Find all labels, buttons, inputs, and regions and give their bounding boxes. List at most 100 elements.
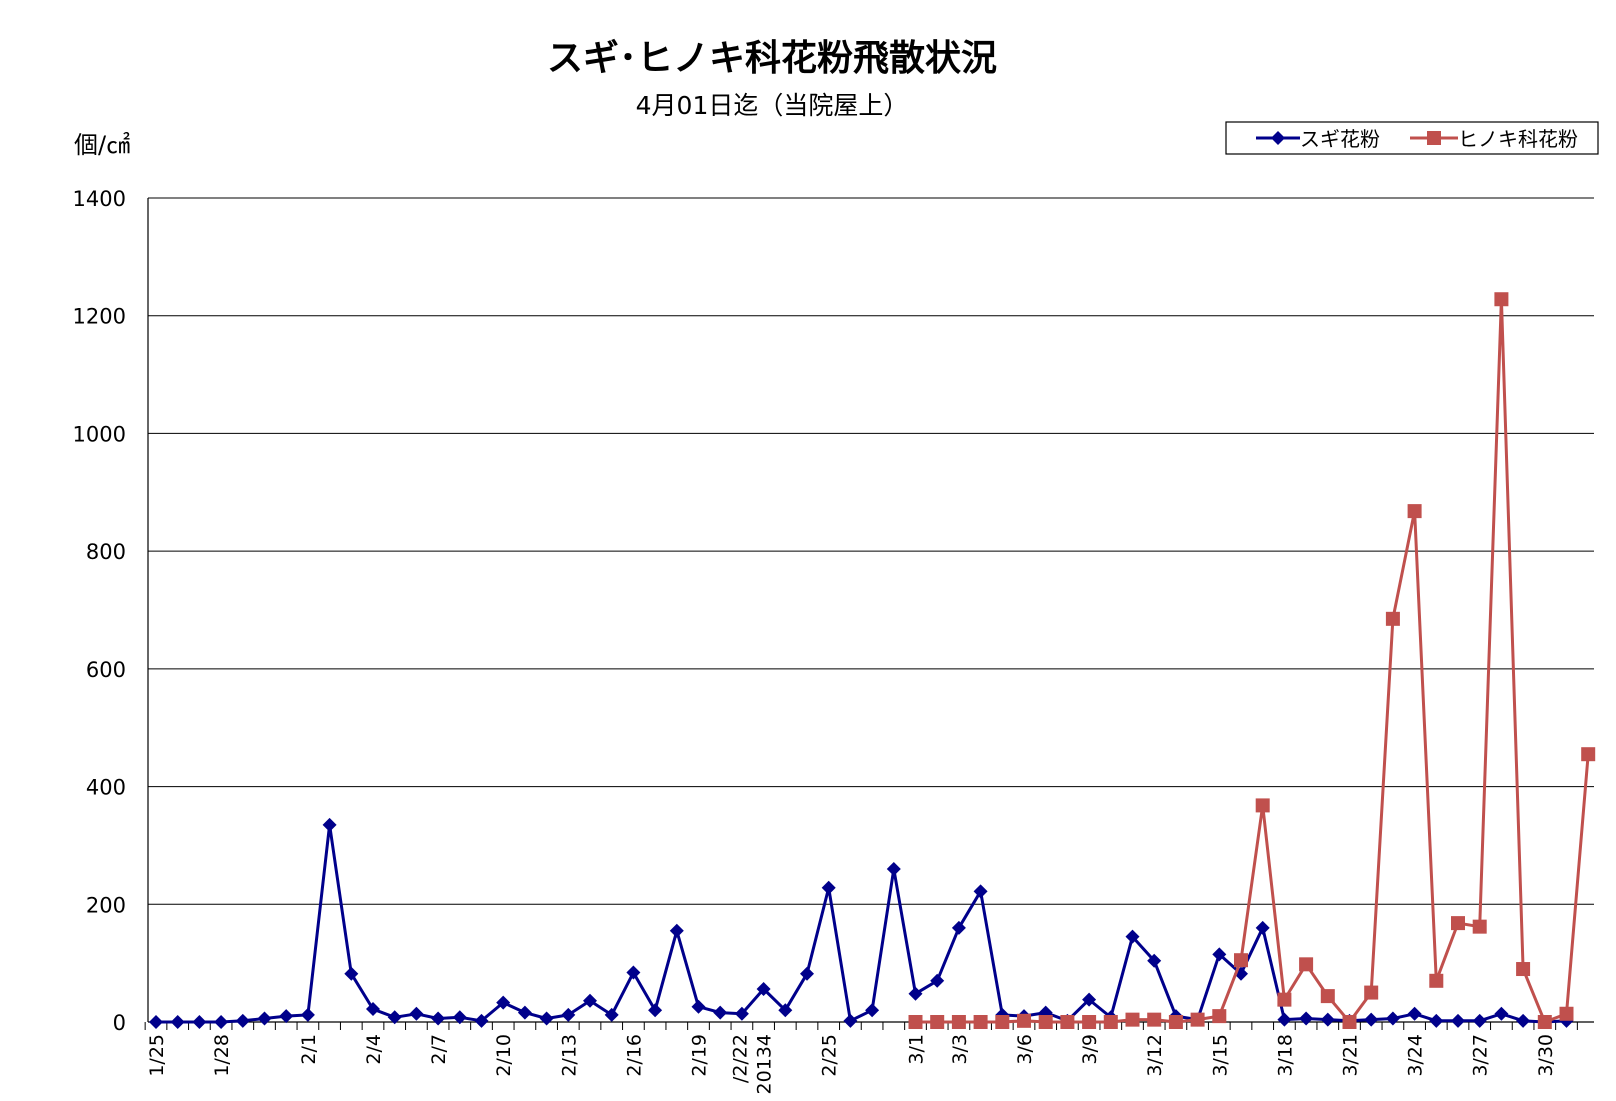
data-point-square <box>1082 1015 1097 1029</box>
data-point-diamond <box>626 965 641 980</box>
data-point-diamond <box>1407 1006 1422 1021</box>
data-point-diamond <box>604 1007 619 1022</box>
data-point-diamond <box>908 986 923 1001</box>
data-point-square <box>1234 953 1248 968</box>
x-tick-labels: 1/25 1/28 2/1 2/4 2/7 2/10 2/13 2/16 2/19 20134/2… <box>146 1034 1557 1094</box>
data-point-diamond <box>192 1015 207 1029</box>
data-point-diamond <box>1320 1012 1335 1027</box>
legend-label-sugi: スギ花粉 <box>1300 127 1380 151</box>
data-point-diamond <box>669 923 684 938</box>
data-point-diamond <box>474 1013 489 1028</box>
y-tick-label: 1400 <box>73 187 126 211</box>
x-tick-label: 3/30 <box>1535 1034 1557 1077</box>
series-hinoki <box>908 292 1596 1029</box>
x-tick-label: 2/10 <box>493 1034 515 1077</box>
data-point-diamond <box>1494 1006 1509 1021</box>
data-point-diamond <box>583 993 597 1008</box>
data-point-square <box>1190 1012 1205 1027</box>
data-point-diamond <box>821 880 836 895</box>
data-point-diamond <box>1082 992 1097 1007</box>
x-tick-label: 2/25 <box>819 1034 841 1077</box>
data-point-diamond <box>778 1003 793 1018</box>
data-point-square <box>1060 1015 1075 1029</box>
data-point-square <box>1537 1015 1552 1029</box>
data-point-diamond <box>865 1003 880 1018</box>
data-point-diamond <box>1212 947 1227 962</box>
data-point-square <box>1451 916 1465 931</box>
data-point-square <box>1168 1015 1183 1029</box>
data-point-square <box>1277 992 1292 1007</box>
series-line <box>915 297 1590 1024</box>
y-tick-label: 1200 <box>73 305 126 329</box>
data-point-diamond <box>322 817 337 832</box>
data-point-diamond <box>1147 953 1162 968</box>
data-point-diamond <box>149 1015 163 1029</box>
x-tick-label: 3/21 <box>1340 1034 1362 1077</box>
data-point-diamond <box>1364 1012 1379 1027</box>
series-line <box>156 823 1567 1024</box>
x-tick-label: 3/24 <box>1405 1034 1427 1077</box>
y-axis-unit-label: 個/㎠ <box>74 131 130 159</box>
data-point-diamond <box>734 1006 749 1021</box>
x-tick-label: 3/18 <box>1274 1034 1296 1077</box>
data-point-diamond <box>1451 1013 1465 1028</box>
data-point-diamond <box>930 973 945 988</box>
data-point-square <box>1581 747 1596 762</box>
data-point-diamond <box>300 1007 315 1022</box>
data-point-diamond <box>1472 1013 1487 1028</box>
data-point-square <box>995 1015 1010 1029</box>
x-tick-label: 1/28 <box>211 1034 233 1077</box>
y-tick-label: 200 <box>86 893 126 917</box>
data-point-diamond <box>843 1013 858 1028</box>
x-tick-label: 2/7 <box>428 1034 450 1065</box>
data-point-diamond <box>691 999 706 1014</box>
data-point-square <box>1385 611 1400 626</box>
x-tick-label: 3/3 <box>949 1034 971 1065</box>
data-point-square <box>1017 1013 1031 1028</box>
y-tick-label: 0 <box>113 1011 126 1035</box>
data-point-diamond <box>561 1007 576 1022</box>
x-tick-label: 2/1 <box>298 1034 320 1065</box>
chart-title: スギ･ヒノキ科花粉飛散状況 <box>547 38 997 79</box>
series-layer <box>149 292 1596 1029</box>
data-point-square <box>1364 985 1379 1000</box>
data-point-diamond <box>431 1011 446 1026</box>
data-point-diamond <box>387 1010 402 1025</box>
x-tick-label: 3/1 <box>906 1034 928 1065</box>
data-point-diamond <box>1125 929 1140 944</box>
data-point-diamond <box>279 1009 294 1024</box>
data-point-diamond <box>951 920 966 935</box>
y-tick-label: 600 <box>86 658 126 682</box>
x-tick-label: 2/19 <box>689 1034 711 1077</box>
x-tick-label: 3/27 <box>1470 1034 1492 1077</box>
data-point-square <box>1320 989 1335 1004</box>
data-point-diamond <box>235 1013 250 1028</box>
y-tick-labels: 0 200 400 600 800 1000 1200 1400 <box>73 187 126 1035</box>
data-point-diamond <box>257 1011 272 1026</box>
data-point-diamond <box>1255 920 1270 935</box>
series-sugi <box>149 817 1574 1029</box>
y-tick-label: 400 <box>86 776 126 800</box>
data-point-square <box>1516 962 1531 977</box>
legend-label-hinoki: ヒノキ科花粉 <box>1458 127 1578 151</box>
data-point-square <box>973 1015 988 1029</box>
data-point-diamond <box>366 1002 380 1017</box>
gridlines <box>148 197 1594 905</box>
data-point-diamond <box>517 1005 532 1020</box>
chart-subtitle: 4月01日迄（当院屋上） <box>636 91 909 120</box>
x-tick-label: 3/6 <box>1014 1034 1036 1065</box>
data-point-diamond <box>496 995 511 1010</box>
data-point-diamond <box>539 1011 554 1026</box>
data-point-square <box>1125 1012 1140 1027</box>
x-tick-label: 20134 <box>754 1034 776 1094</box>
data-point-square <box>930 1015 945 1029</box>
x-tick-label: 2/13 <box>558 1034 580 1077</box>
y-tick-label: 800 <box>86 540 126 564</box>
x-tick-label: 3/12 <box>1144 1034 1166 1077</box>
x-tick-label: 3/15 <box>1209 1034 1231 1077</box>
data-point-diamond <box>1516 1013 1531 1028</box>
data-point-diamond <box>1277 1012 1292 1027</box>
data-point-square <box>1429 973 1444 988</box>
data-point-diamond <box>886 861 901 876</box>
